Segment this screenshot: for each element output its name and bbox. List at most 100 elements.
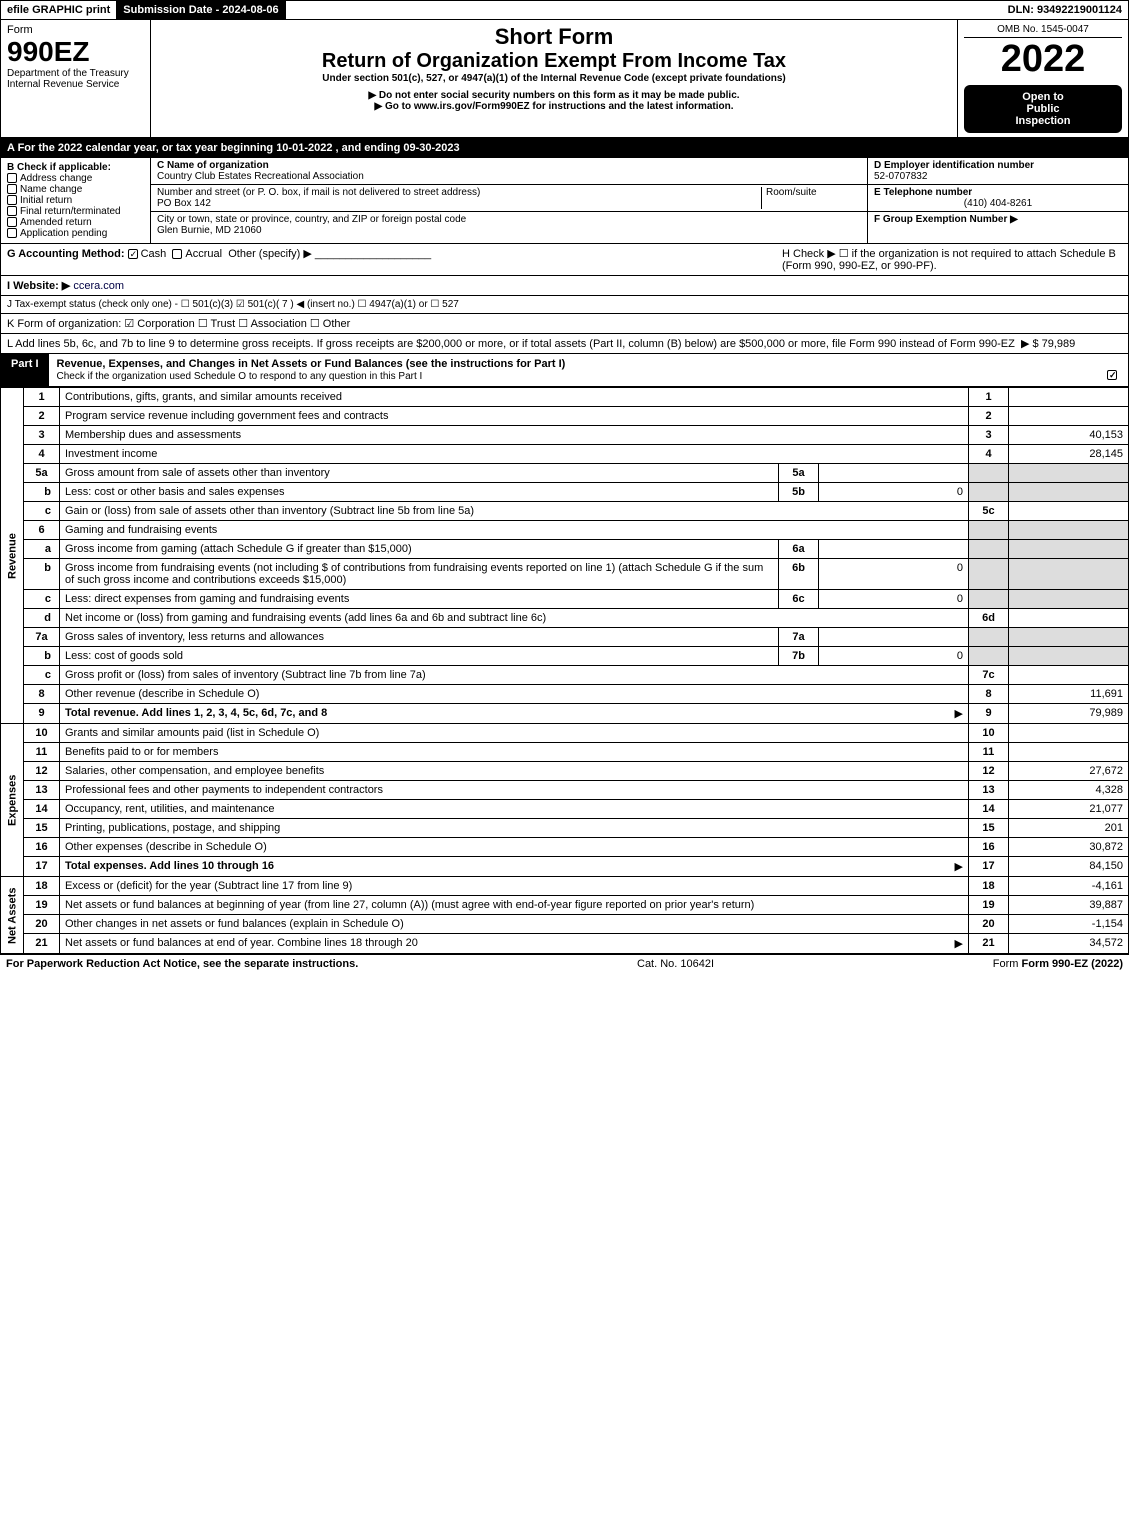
goto-link[interactable]: ▶ Go to www.irs.gov/Form990EZ for instru…	[157, 101, 951, 112]
r6d-val	[1009, 609, 1129, 628]
open-to-public: Open to Public Inspection	[964, 85, 1122, 133]
c-name-row: C Name of organization Country Club Esta…	[151, 158, 867, 185]
c-city-row: City or town, state or province, country…	[151, 212, 867, 238]
r2-box: 2	[969, 407, 1009, 426]
submission-date: Submission Date - 2024-08-06	[117, 1, 285, 19]
website-link[interactable]: ccera.com	[73, 280, 124, 292]
info-block: B Check if applicable: Address change Na…	[0, 158, 1129, 244]
e-label: E Telephone number	[874, 187, 972, 198]
dept-treasury: Department of the Treasury	[7, 68, 144, 79]
r7b-num: b	[24, 647, 60, 666]
b-address-change: Address change	[20, 173, 92, 184]
r4-box: 4	[969, 445, 1009, 464]
i-label: I Website: ▶	[7, 280, 70, 292]
chk-initial-return[interactable]	[7, 195, 17, 205]
top-bar: efile GRAPHIC print Submission Date - 20…	[0, 0, 1129, 20]
r17-num: 17	[24, 857, 60, 877]
r7b-text: Less: cost of goods sold	[60, 647, 779, 666]
r17-arrow: ▶	[955, 860, 963, 873]
d-ein: D Employer identification number 52-0707…	[868, 158, 1128, 185]
open-line3: Inspection	[970, 115, 1116, 127]
r6b-valshade	[1009, 559, 1129, 590]
g-other: Other (specify) ▶	[228, 248, 312, 260]
expenses-sidelabel: Expenses	[1, 724, 24, 877]
r3-num: 3	[24, 426, 60, 445]
r12-val: 27,672	[1009, 762, 1129, 781]
r7c-num: c	[24, 666, 60, 685]
r6b-boxshade	[969, 559, 1009, 590]
b-amended-return: Amended return	[20, 217, 92, 228]
chk-cash[interactable]	[128, 249, 138, 259]
r18-val: -4,161	[1009, 877, 1129, 896]
r5b-boxshade	[969, 483, 1009, 502]
chk-name-change[interactable]	[7, 184, 17, 194]
r6a-mid: 6a	[779, 540, 819, 559]
r13-box: 13	[969, 781, 1009, 800]
r5b-text: Less: cost or other basis and sales expe…	[60, 483, 779, 502]
c-room-label: Room/suite	[766, 187, 817, 198]
subtitle: Under section 501(c), 527, or 4947(a)(1)…	[157, 73, 951, 84]
phone-value: (410) 404-8261	[874, 198, 1122, 209]
r6a-mv	[819, 540, 969, 559]
r1-text: Contributions, gifts, grants, and simila…	[60, 388, 969, 407]
r4-text: Investment income	[60, 445, 969, 464]
r7c-box: 7c	[969, 666, 1009, 685]
r6d-text: Net income or (loss) from gaming and fun…	[60, 609, 969, 628]
r21-box: 21	[969, 934, 1009, 954]
r6b-mv: 0	[819, 559, 969, 590]
r5b-mid: 5b	[779, 483, 819, 502]
r5a-valshade	[1009, 464, 1129, 483]
r11-text: Benefits paid to or for members	[60, 743, 969, 762]
irs-label: Internal Revenue Service	[7, 79, 144, 90]
g-accrual: Accrual	[185, 248, 222, 260]
r10-num: 10	[24, 724, 60, 743]
r18-text: Excess or (deficit) for the year (Subtra…	[60, 877, 969, 896]
r8-val: 11,691	[1009, 685, 1129, 704]
form-header: Form 990EZ Department of the Treasury In…	[0, 20, 1129, 138]
dln: DLN: 93492219001124	[1002, 1, 1128, 19]
chk-amended-return[interactable]	[7, 217, 17, 227]
r7b-mv: 0	[819, 647, 969, 666]
short-form-title: Short Form	[157, 24, 951, 50]
r6c-mid: 6c	[779, 590, 819, 609]
l-text: L Add lines 5b, 6c, and 7b to line 9 to …	[7, 338, 1015, 350]
r20-text: Other changes in net assets or fund bala…	[60, 915, 969, 934]
r5b-num: b	[24, 483, 60, 502]
chk-final-return[interactable]	[7, 206, 17, 216]
r17-box: 17	[969, 857, 1009, 877]
r5c-box: 5c	[969, 502, 1009, 521]
r6a-text: Gross income from gaming (attach Schedul…	[60, 540, 779, 559]
r6d-box: 6d	[969, 609, 1009, 628]
section-g: G Accounting Method: Cash Accrual Other …	[7, 247, 782, 272]
r5a-text: Gross amount from sale of assets other t…	[60, 464, 779, 483]
line-gh: G Accounting Method: Cash Accrual Other …	[0, 244, 1129, 276]
r14-text: Occupancy, rent, utilities, and maintena…	[60, 800, 969, 819]
omb-number: OMB No. 1545-0047	[964, 24, 1122, 38]
page-footer: For Paperwork Reduction Act Notice, see …	[0, 954, 1129, 973]
chk-accrual[interactable]	[172, 249, 182, 259]
part1-check-line: Check if the organization used Schedule …	[57, 371, 423, 382]
r21-val: 34,572	[1009, 934, 1129, 954]
r2-text: Program service revenue including govern…	[60, 407, 969, 426]
r6b-mid: 6b	[779, 559, 819, 590]
chk-address-change[interactable]	[7, 173, 17, 183]
r17-val: 84,150	[1009, 857, 1129, 877]
chk-application-pending[interactable]	[7, 228, 17, 238]
form-number: 990EZ	[7, 36, 144, 68]
r9-box: 9	[969, 704, 1009, 724]
r6d-num: d	[24, 609, 60, 628]
return-title: Return of Organization Exempt From Incom…	[157, 50, 951, 73]
r14-val: 21,077	[1009, 800, 1129, 819]
r6b-num: b	[24, 559, 60, 590]
org-name: Country Club Estates Recreational Associ…	[157, 171, 364, 182]
b-name-change: Name change	[20, 184, 82, 195]
r19-num: 19	[24, 896, 60, 915]
section-j: J Tax-exempt status (check only one) - ☐…	[0, 296, 1129, 314]
r6c-valshade	[1009, 590, 1129, 609]
d-label: D Employer identification number	[874, 160, 1034, 171]
header-left: Form 990EZ Department of the Treasury In…	[1, 20, 151, 137]
r18-num: 18	[24, 877, 60, 896]
r5a-mid: 5a	[779, 464, 819, 483]
form-word: Form	[7, 24, 144, 36]
chk-schedule-o[interactable]	[1107, 370, 1117, 380]
